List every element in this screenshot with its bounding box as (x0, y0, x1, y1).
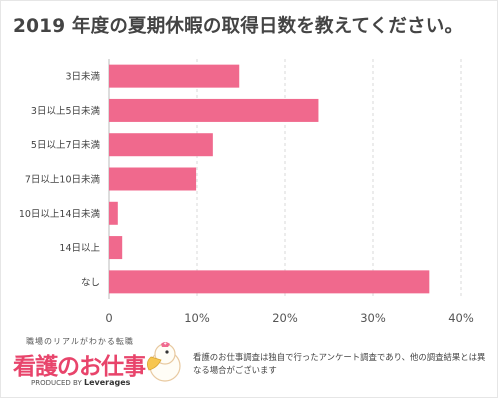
bar (109, 270, 430, 294)
bar-chart: 0 10% 20% 30% 40% 3日未満 3日以上5日未満 5日以上7日未満 7日以上10日… (19, 59, 474, 325)
category-label: 10日以上14日未満 (19, 208, 101, 220)
chart-title: 2019 年度の夏期休暇の取得日数を教えてください。 (13, 16, 464, 37)
survey-note: 看護のお仕事調査は独自で行ったアンケート調査であり、他の調査結果とは異なる場合が… (193, 352, 486, 375)
x-tick-label: 40% (448, 311, 474, 325)
bar (109, 133, 213, 157)
bar (109, 64, 240, 88)
logo-produced-by: PRODUCED BY Leverages (31, 378, 130, 387)
category-label: 3日以上5日未満 (31, 105, 101, 117)
x-tick-label: 10% (184, 311, 210, 325)
category-label: なし (81, 277, 100, 288)
category-label: 7日以上10日未満 (25, 174, 101, 186)
bar (109, 98, 319, 122)
pelican-mascot-icon (147, 342, 181, 382)
brand-logo[interactable]: 職場のリアルがわかる転職 看護のお仕事 PRODUCED BY Leverage… (11, 334, 186, 394)
x-tick-label: 30% (360, 311, 386, 325)
logo-company: Leverages (83, 378, 131, 387)
logo-tagline: 職場のリアルがわかる転職 (26, 337, 134, 346)
category-label: 3日未満 (65, 71, 100, 83)
bar (109, 201, 118, 225)
category-label: 5日以上7日未満 (31, 139, 101, 151)
category-label: 14日以上 (59, 243, 100, 254)
bar (109, 236, 123, 260)
x-tick-label: 0 (105, 311, 112, 325)
logo-name: 看護のお仕事 (13, 354, 146, 380)
x-tick-label: 20% (272, 311, 298, 325)
bar (109, 167, 197, 191)
logo-produced-label: PRODUCED BY (31, 379, 82, 387)
